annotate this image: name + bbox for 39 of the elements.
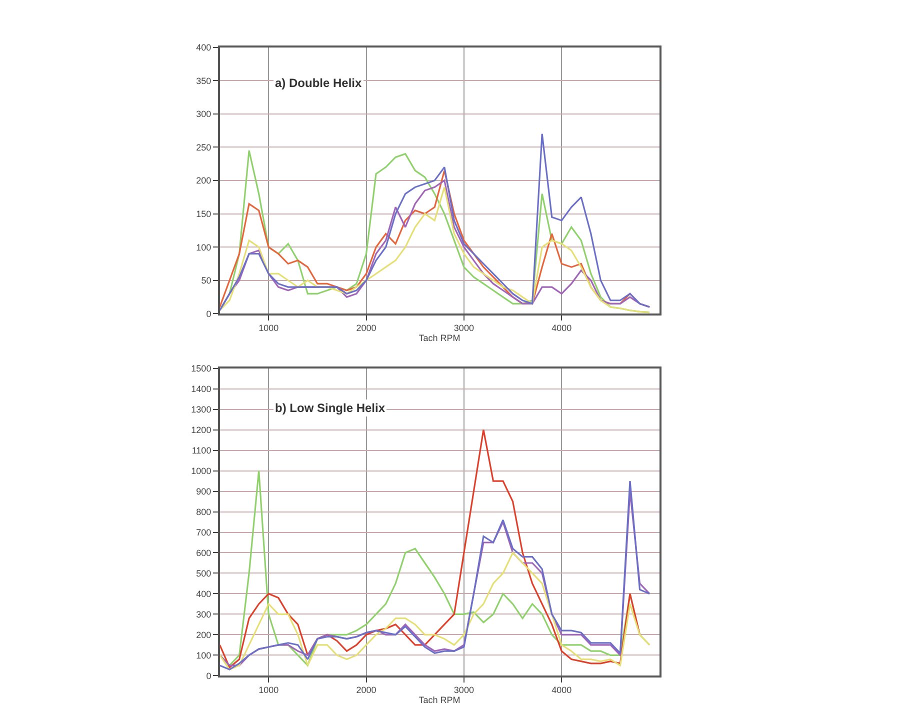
y-tick-label: 600 xyxy=(196,548,212,558)
y-tick-label: 100 xyxy=(196,650,212,660)
y-tick-label: 250 xyxy=(196,142,212,152)
y-tick-label: 300 xyxy=(196,109,212,120)
line-series xyxy=(220,429,641,668)
y-tick-label: 1500 xyxy=(191,363,212,374)
x-axis-title: Tach RPM xyxy=(418,695,460,706)
y-tick-label: 500 xyxy=(196,568,212,578)
x-tick-label: 1000 xyxy=(258,685,279,696)
y-tick-label: 400 xyxy=(196,588,212,599)
y-tick-label: 1100 xyxy=(192,445,212,456)
text: a) Double Helix xyxy=(275,76,362,90)
x-tick-label: 3000 xyxy=(454,685,474,696)
y-tick-label: 200 xyxy=(196,630,212,640)
y-tick-label: 400 xyxy=(196,42,212,52)
y-tick-label: 1300 xyxy=(191,404,212,414)
x-tick-label: 1000 xyxy=(258,323,279,334)
x-tick-label: 2000 xyxy=(356,685,376,696)
y-tick-label: 900 xyxy=(196,486,212,496)
text: b) Low Single Helix xyxy=(275,401,386,415)
y-tick-label: 100 xyxy=(196,242,212,252)
y-tick-label: 300 xyxy=(196,609,212,620)
y-tick-label: 1000 xyxy=(191,466,212,476)
y-tick-label: 1200 xyxy=(191,424,212,435)
y-tick-label: 0 xyxy=(206,308,212,319)
x-tick-label: 4000 xyxy=(552,323,572,334)
x-tick-label: 2000 xyxy=(356,323,376,334)
y-tick-label: 1400 xyxy=(191,384,212,394)
y-tick-label: 350 xyxy=(196,76,212,86)
x-tick-label: 4000 xyxy=(552,685,572,696)
line-series xyxy=(220,552,650,670)
y-tick-label: 200 xyxy=(196,176,212,186)
x-tick-label: 3000 xyxy=(454,323,474,334)
x-axis-title: Tach RPM xyxy=(418,333,460,344)
y-tick-label: 150 xyxy=(196,208,212,219)
y-tick-label: 700 xyxy=(196,527,212,538)
y-tick-label: 50 xyxy=(201,276,212,286)
y-tick-label: 800 xyxy=(196,506,212,517)
y-tick-label: 0 xyxy=(206,670,212,681)
